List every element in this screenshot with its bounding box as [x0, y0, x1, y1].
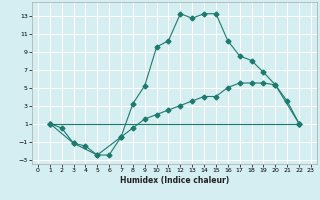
X-axis label: Humidex (Indice chaleur): Humidex (Indice chaleur)	[120, 176, 229, 185]
